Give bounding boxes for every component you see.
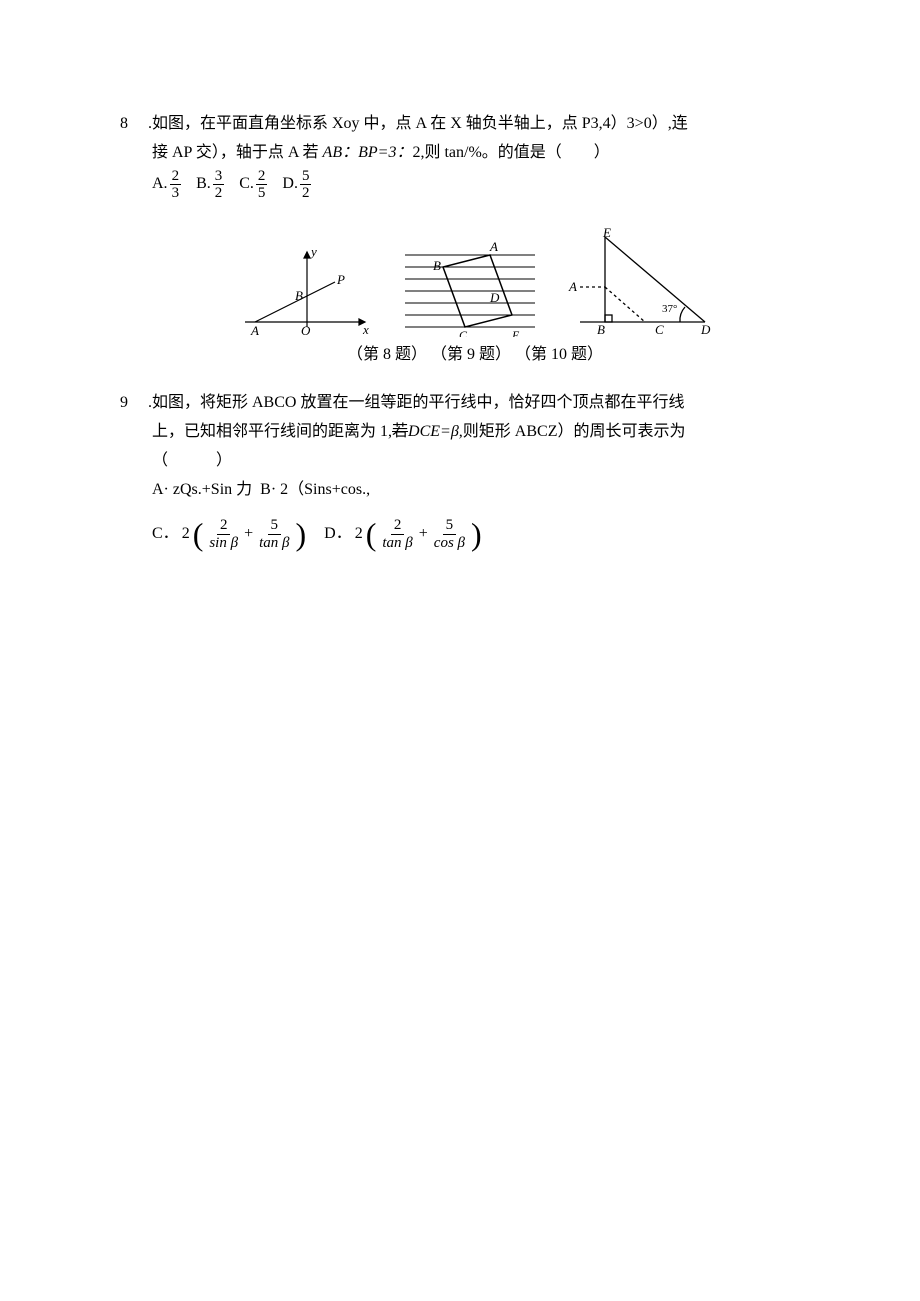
q9-line1-wrap: 9 .如图，将矩形 ABCO 放置在一组等距的平行线中，恰好四个顶点都在平行线 xyxy=(120,389,830,418)
q8-number: 8 xyxy=(120,110,144,139)
q9-c-label: C． xyxy=(152,520,179,549)
q8-line2-wrap: 接 AP 交），轴于点 A 若 AB：BP=3：2,则 tan/%。的值是（ ） xyxy=(152,139,830,168)
q9-d-t2n: 5 xyxy=(443,517,457,535)
fig8-B-label: B xyxy=(295,288,303,303)
q9-d-label: D． xyxy=(324,520,352,549)
q9-line2-strike: 若 xyxy=(392,423,408,440)
fig10-D-label: D xyxy=(700,322,711,337)
q9-c-t1d: sin β xyxy=(206,535,241,552)
q8-b-num: 3 xyxy=(213,168,225,186)
q9-number: 9 xyxy=(120,389,144,418)
q8-option-c: C. 25 xyxy=(239,168,267,202)
q8-line2b: 2,则 tan/%。的值是（ ） xyxy=(412,144,609,161)
q9-c-t1n: 2 xyxy=(217,517,231,535)
figure-10: E A B C D 37° xyxy=(565,227,715,337)
q8-a-num: 2 xyxy=(170,168,182,186)
q9-options-cd: C． 2( 2sin β + 5tan β ) D． 2( 2tan β + 5… xyxy=(152,517,830,553)
fig8-P-label: P xyxy=(336,272,345,287)
fig9-E-label: E xyxy=(511,328,520,337)
fig10-angle-label: 37° xyxy=(662,303,677,315)
q8-c-num: 2 xyxy=(256,168,268,186)
q9-option-b: B· 2（Sins+cos., xyxy=(260,481,370,498)
q8-line1-wrap: 8 .如图，在平面直角坐标系 Xoy 中，点 A 在 X 轴负半轴上，点 P3,… xyxy=(120,110,830,139)
option-d-label: D. xyxy=(282,170,298,199)
q9-d-t1d: tan β xyxy=(379,535,415,552)
q8-line2a: 接 AP 交），轴于点 A 若 xyxy=(152,144,323,161)
q9-option-d: D． 2( 2tan β + 5cos β ) xyxy=(324,517,482,553)
q9-c-coef: 2 xyxy=(182,520,190,549)
fig9-B-label: B xyxy=(433,258,441,273)
q9-line2b: 则矩形 ABCZ）的周长可表示为 xyxy=(463,423,686,440)
q8-line1: .如图，在平面直角坐标系 Xoy 中，点 A 在 X 轴负半轴上，点 P3,4）… xyxy=(144,115,688,132)
fig8-y-label: y xyxy=(309,244,317,259)
figure-captions: （第 8 题） （第 9 题） （第 10 题） xyxy=(120,341,830,370)
fig9-A-label: A xyxy=(489,239,498,254)
q8-line2-italic: AB：BP=3： xyxy=(323,144,413,161)
q8-c-den: 5 xyxy=(256,185,268,202)
fig10-B-label: B xyxy=(597,322,605,337)
fig9-D-label: D xyxy=(489,290,500,305)
fig9-C-label: C xyxy=(459,328,468,337)
option-b-label: B. xyxy=(196,170,211,199)
q9-line3: （ ） xyxy=(152,447,830,476)
fig10-A-label: A xyxy=(568,279,577,294)
q9-line2-italic: DCE=β, xyxy=(408,423,463,440)
option-a-label: A. xyxy=(152,170,168,199)
q8-options: A. 23 B. 32 C. 25 D. 52 xyxy=(152,168,830,202)
q8-option-d: D. 52 xyxy=(282,168,311,202)
q9-option-c: C． 2( 2sin β + 5tan β ) xyxy=(152,517,306,553)
q9-d-t1n: 2 xyxy=(391,517,405,535)
q9-options-ab: A· zQs.+Sin 力 B· 2（Sins+cos., xyxy=(152,476,830,505)
q8-option-a: A. 23 xyxy=(152,168,181,202)
q9-line2-wrap: 上，已知相邻平行线间的距离为 1,若DCE=β,则矩形 ABCZ）的周长可表示为 xyxy=(152,418,830,447)
figures-row: y x B P A O A B D C E xyxy=(120,227,830,337)
q8-d-num: 5 xyxy=(300,168,312,186)
option-c-label: C. xyxy=(239,170,254,199)
question-9: 9 .如图，将矩形 ABCO 放置在一组等距的平行线中，恰好四个顶点都在平行线 … xyxy=(120,389,830,552)
fig8-x-label: x xyxy=(362,322,369,337)
q8-a-den: 3 xyxy=(170,185,182,202)
figure-9: A B D C E xyxy=(395,237,545,337)
q9-line2a: 上，已知相邻平行线间的距离为 1, xyxy=(152,423,392,440)
q8-b-den: 2 xyxy=(213,185,225,202)
fig10-C-label: C xyxy=(655,322,664,337)
q9-d-t2d: cos β xyxy=(431,535,468,552)
q9-line1: .如图，将矩形 ABCO 放置在一组等距的平行线中，恰好四个顶点都在平行线 xyxy=(144,394,684,411)
q8-option-b: B. 32 xyxy=(196,168,224,202)
fig10-E-label: E xyxy=(602,227,611,240)
figure-8: y x B P A O xyxy=(235,242,375,337)
q9-option-a: A· zQs.+Sin 力 xyxy=(152,481,252,498)
question-8: 8 .如图，在平面直角坐标系 Xoy 中，点 A 在 X 轴负半轴上，点 P3,… xyxy=(120,110,830,202)
q9-c-t2n: 5 xyxy=(268,517,282,535)
fig8-A-label: A xyxy=(250,323,259,337)
q9-d-coef: 2 xyxy=(355,520,363,549)
q9-c-t2d: tan β xyxy=(256,535,292,552)
fig8-O-label: O xyxy=(301,323,311,337)
q8-d-den: 2 xyxy=(300,185,312,202)
